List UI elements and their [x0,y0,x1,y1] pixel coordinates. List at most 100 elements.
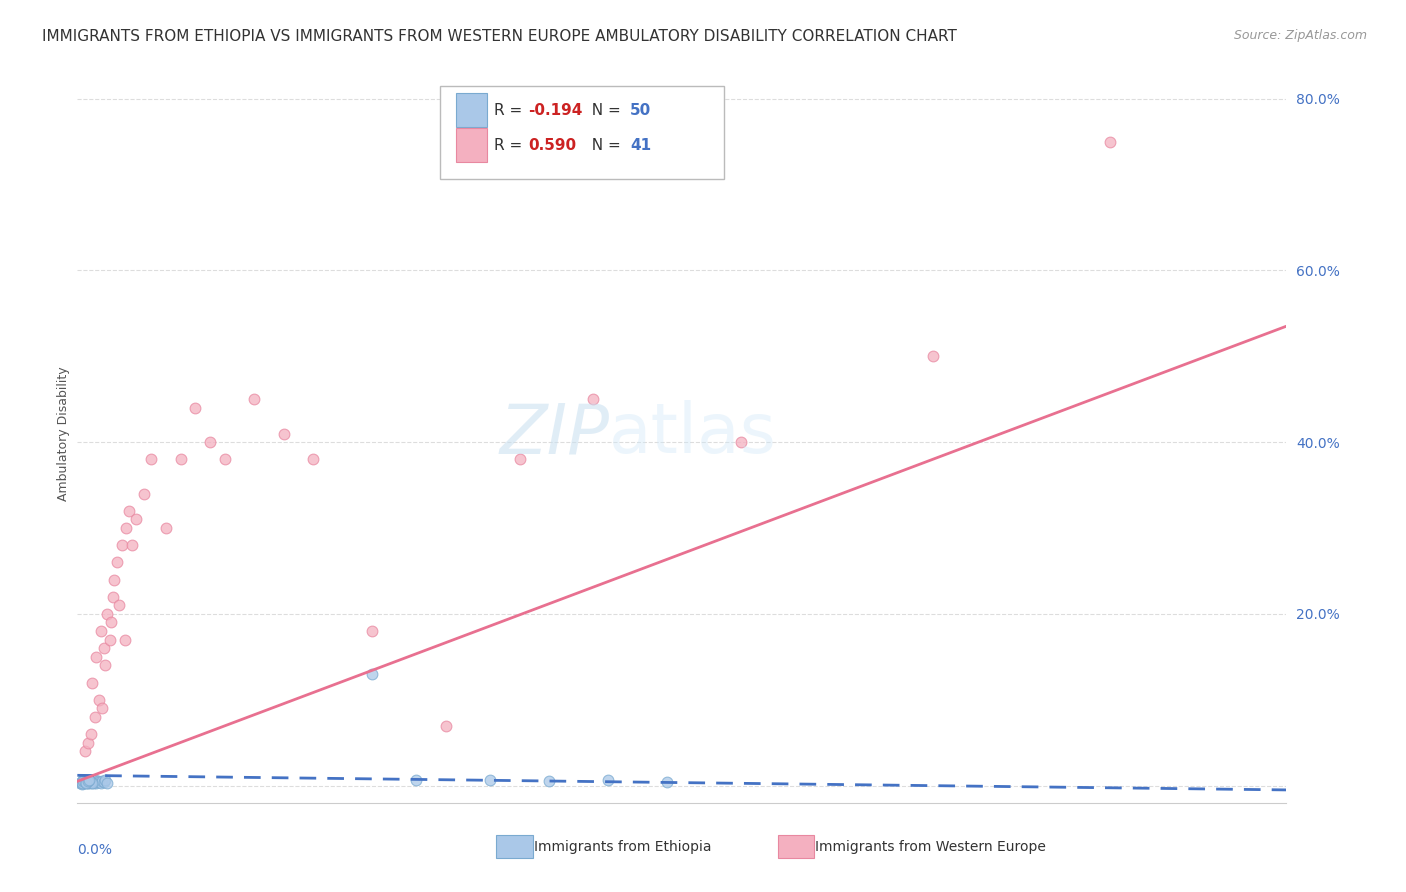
FancyBboxPatch shape [456,93,488,127]
Point [96,607,118,621]
Point [70,776,93,790]
Point [214,452,236,467]
Point [86,776,108,790]
Point [76,774,98,789]
Point [79,774,101,789]
Point [96,776,118,790]
Point [155,521,177,535]
Point [73,776,96,790]
Point [83,774,105,789]
Point [70,777,93,791]
Point [73,744,96,758]
Point [479,773,502,788]
Point [101,590,124,604]
Point [77,773,100,788]
Point [75,775,97,789]
Point [80,773,103,788]
Point [80,775,103,789]
Point [76,774,98,789]
FancyBboxPatch shape [440,87,724,178]
Point [76,776,98,790]
Point [72,775,94,789]
Point [87,774,110,789]
Text: R =: R = [495,103,527,119]
Point [75,776,97,790]
Point [657,775,679,789]
Point [125,512,148,526]
Point [80,675,103,690]
Point [89,775,111,789]
Point [77,774,100,789]
Point [70,774,93,789]
Point [75,775,97,789]
Point [103,573,125,587]
Text: ZIP: ZIP [499,400,609,467]
Point [91,701,114,715]
Point [76,776,98,790]
Text: Immigrants from Western Europe: Immigrants from Western Europe [815,839,1046,854]
Text: atlas: atlas [609,400,778,467]
Point [76,736,98,750]
Point [91,774,114,789]
Text: 0.0%: 0.0% [77,844,112,857]
Point [73,775,96,789]
Text: N =: N = [582,103,626,119]
Text: IMMIGRANTS FROM ETHIOPIA VS IMMIGRANTS FROM WESTERN EUROPE AMBULATORY DISABILITY: IMMIGRANTS FROM ETHIOPIA VS IMMIGRANTS F… [42,29,957,44]
Point [93,641,115,656]
Point [72,773,94,788]
Point [302,452,325,467]
Point [72,776,94,790]
Point [84,710,107,724]
Point [76,772,98,787]
Point [83,776,105,790]
Point [361,667,384,681]
Point [79,775,101,789]
Point [84,773,107,788]
Text: 0.590: 0.590 [529,138,576,153]
Point [86,649,108,664]
Point [73,774,96,789]
Point [538,774,561,789]
Y-axis label: Ambulatory Disability: Ambulatory Disability [58,367,70,500]
Point [169,452,191,467]
Point [94,658,117,673]
Point [77,773,100,788]
Point [1098,135,1121,149]
Point [921,349,943,363]
Point [598,773,620,788]
Text: 41: 41 [630,138,651,153]
Point [139,452,162,467]
Text: -0.194: -0.194 [529,103,582,119]
Point [79,776,101,790]
Point [72,774,94,789]
Point [84,775,107,789]
Point [75,773,97,788]
Point [80,776,103,790]
Text: Source: ZipAtlas.com: Source: ZipAtlas.com [1233,29,1367,42]
Point [115,521,138,535]
Point [105,555,128,569]
Point [118,504,141,518]
Text: 50: 50 [630,103,651,119]
Point [70,775,93,789]
Point [114,632,136,647]
Point [90,624,112,638]
Point [273,426,295,441]
Point [582,392,605,406]
Point [79,727,101,741]
Point [107,599,129,613]
Point [69,776,91,790]
Point [509,452,531,467]
Point [434,718,457,732]
Text: Immigrants from Ethiopia: Immigrants from Ethiopia [534,839,711,854]
Point [73,774,96,789]
Point [198,435,221,450]
Text: N =: N = [582,138,626,153]
Point [100,615,122,630]
Point [184,401,207,415]
Point [110,538,132,552]
Point [361,624,384,638]
Point [98,632,121,647]
Text: R =: R = [495,138,527,153]
Point [77,775,100,789]
